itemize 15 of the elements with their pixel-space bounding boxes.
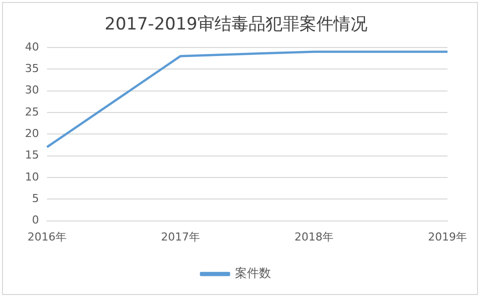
y-tick-label: 0	[32, 214, 39, 227]
y-tick-label: 40	[24, 40, 39, 54]
chart-title: 2017-2019审结毒品犯罪案件情况	[104, 14, 368, 35]
x-tick-label: 2016年	[27, 230, 66, 244]
y-tick-label: 10	[24, 170, 39, 184]
y-tick-label: 25	[24, 105, 39, 118]
y-tick-label: 35	[24, 62, 39, 75]
y-tick-label: 30	[24, 84, 39, 97]
x-tick-label: 2019年	[428, 230, 468, 244]
legend-label: 案件数	[235, 266, 271, 280]
x-tick-label: 2017年	[161, 230, 200, 244]
y-tick-label: 5	[32, 192, 39, 205]
x-tick-label: 2018年	[294, 230, 334, 244]
y-tick-label: 20	[24, 126, 39, 140]
y-tick-label: 15	[24, 148, 39, 162]
